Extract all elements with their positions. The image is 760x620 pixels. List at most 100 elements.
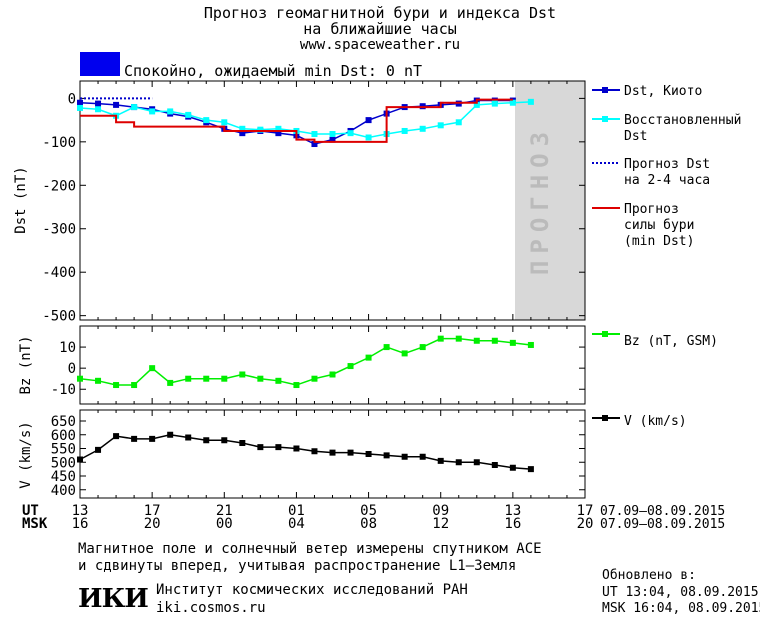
data-point-v <box>473 459 480 466</box>
legend-dst-kyoto: Dst, Киото <box>624 84 702 99</box>
y-tick-label: 550 <box>51 442 76 458</box>
data-point-bz <box>419 344 426 351</box>
y-tick-label: 0 <box>68 361 76 377</box>
status-color-swatch <box>80 52 120 76</box>
x-tick-label-ut: 13 <box>72 503 89 519</box>
data-point-bz <box>347 363 354 370</box>
x-tick-label-ut: 09 <box>432 503 449 519</box>
bz-plot-frame <box>79 325 586 405</box>
data-point-bz <box>131 382 138 389</box>
data-point-v <box>509 464 516 471</box>
x-tick-label-msk: 20 <box>577 516 594 532</box>
data-point-v <box>275 444 282 451</box>
data-point-dst <box>113 101 120 108</box>
legend-marker-dst-restored <box>602 116 608 122</box>
data-point-v <box>311 448 318 455</box>
bz-axis-label: Bz (nT) <box>18 335 34 394</box>
x-tick-label-msk: 16 <box>504 516 521 532</box>
data-point-v <box>293 445 300 452</box>
y-tick-label: 0 <box>68 91 76 107</box>
data-point-bz <box>491 337 498 344</box>
data-point-bz <box>275 377 282 384</box>
x-tick-label-ut: 17 <box>144 503 161 519</box>
data-point-bz <box>239 371 246 378</box>
x-tick-label-ut: 05 <box>360 503 377 519</box>
y-tick-label: -100 <box>42 135 76 151</box>
data-point-v <box>149 435 156 442</box>
x-tick-label-ut: 13 <box>504 503 521 519</box>
data-point-dst <box>437 122 444 129</box>
legend-v: V (km/s) <box>624 414 687 429</box>
data-point-bz <box>293 382 300 389</box>
data-point-v <box>347 449 354 456</box>
legend-marker-dst-kyoto <box>602 87 608 93</box>
chart-title-line1: Прогноз геомагнитной бури и индекса Dst <box>203 4 557 22</box>
data-point-v <box>203 437 210 444</box>
data-point-dst <box>95 100 102 107</box>
updated-label: Обновлено в: <box>602 568 696 583</box>
data-point-v <box>455 459 462 466</box>
data-point-dst <box>239 125 246 132</box>
data-point-v <box>365 451 372 457</box>
data-point-bz <box>365 354 372 361</box>
data-point-dst <box>167 108 174 115</box>
data-point-dst <box>275 125 282 132</box>
dst-plot-frame <box>79 80 586 321</box>
data-point-dst <box>131 104 138 111</box>
data-point-dst <box>203 117 210 124</box>
series-line-v-0 <box>79 433 531 470</box>
data-point-v <box>113 433 120 440</box>
source-url[interactable]: www.spaceweather.ru <box>299 37 461 53</box>
data-point-bz <box>257 375 264 382</box>
data-point-bz <box>311 375 318 382</box>
x-tick-label-msk: 16 <box>72 516 89 532</box>
data-point-dst <box>455 119 462 126</box>
data-point-dst <box>185 111 192 118</box>
institute-name: Институт космических исследований РАН <box>156 582 468 598</box>
data-point-bz <box>437 335 444 342</box>
y-tick-label: -10 <box>51 382 76 398</box>
data-point-v <box>185 434 192 441</box>
data-point-dst <box>311 131 318 138</box>
data-point-bz <box>329 371 336 378</box>
data-point-bz <box>149 365 156 372</box>
legend-dst-restored: Восстановленный Dst <box>624 113 741 144</box>
footnote-line1: Магнитное поле и солнечный ветер измерен… <box>78 541 542 557</box>
data-point-v <box>221 437 228 444</box>
data-point-dst <box>311 141 318 148</box>
x-tick-label-msk: 00 <box>216 516 233 532</box>
data-point-bz <box>473 337 480 344</box>
data-point-v <box>401 453 408 460</box>
data-point-bz <box>167 379 174 386</box>
forecast-band <box>515 81 585 320</box>
y-tick-label: -300 <box>42 222 76 238</box>
y-tick-label: 450 <box>51 469 76 485</box>
y-tick-label: 500 <box>51 455 76 471</box>
data-point-dst <box>473 101 480 108</box>
data-point-v <box>491 462 498 468</box>
data-point-bz <box>185 375 192 382</box>
data-point-bz <box>527 341 534 348</box>
data-point-dst <box>527 98 534 105</box>
y-tick-label: -400 <box>42 265 76 281</box>
updated-msk: MSK 16:04, 08.09.2015 <box>602 601 760 616</box>
data-point-dst <box>329 136 336 143</box>
x-axis-ut-label: UT <box>22 503 39 519</box>
bz-panel: Bz (nT) 10 0 -10 <box>18 325 586 405</box>
status-text: Спокойно, ожидаемый min Dst: 0 nT <box>124 62 423 80</box>
data-point-dst <box>509 99 516 106</box>
data-point-dst <box>365 117 372 124</box>
y-tick-label: 10 <box>59 340 76 356</box>
x-tick-label-msk: 20 <box>144 516 161 532</box>
x-tick-label-ut: 21 <box>216 503 233 519</box>
iki-logo: ИКИ <box>78 584 149 614</box>
data-point-bz <box>221 375 228 382</box>
data-point-v <box>383 452 390 459</box>
institute-url[interactable]: iki.cosmos.ru <box>156 600 266 616</box>
data-point-dst <box>401 127 408 134</box>
data-point-bz <box>401 350 408 357</box>
legend: Dst, Киото Восстановленный Dst Прогноз Ds… <box>592 84 741 429</box>
series-line-dst-1 <box>79 101 531 139</box>
y-tick-label: 400 <box>51 483 76 499</box>
